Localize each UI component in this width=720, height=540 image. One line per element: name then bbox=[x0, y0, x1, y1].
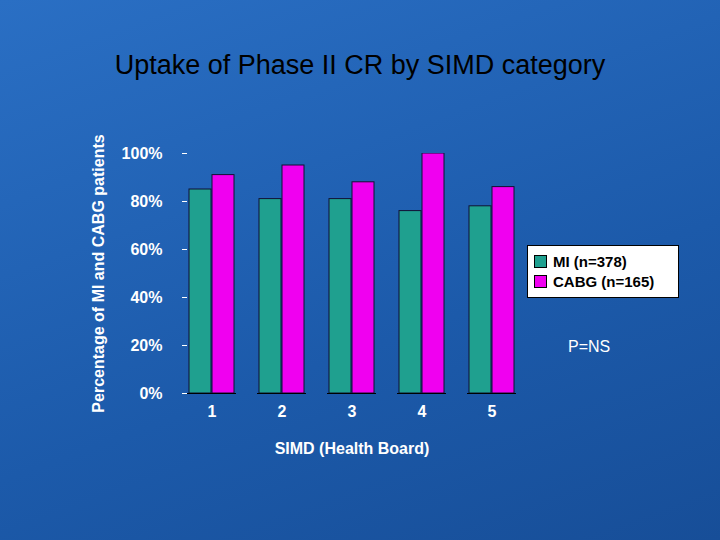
svg-text:80%: 80% bbox=[130, 193, 162, 210]
svg-text:40%: 40% bbox=[130, 289, 162, 306]
svg-text:3: 3 bbox=[348, 403, 357, 420]
svg-text:SIMD (Health Board): SIMD (Health Board) bbox=[275, 440, 430, 457]
svg-text:0%: 0% bbox=[139, 385, 162, 402]
svg-text:2: 2 bbox=[278, 403, 287, 420]
svg-text:100%: 100% bbox=[122, 145, 163, 162]
svg-text:60%: 60% bbox=[130, 241, 162, 258]
svg-text:Percentage of MI and CABG pati: Percentage of MI and CABG patients bbox=[90, 134, 107, 412]
html-text:MI (n=378): MI (n=378) bbox=[553, 253, 627, 270]
svg-text:1: 1 bbox=[208, 403, 217, 420]
svg-text:5: 5 bbox=[488, 403, 497, 420]
html-text:Uptake of Phase II CR by SIMD: Uptake of Phase II CR by SIMD category bbox=[114, 50, 606, 80]
html-text:P=NS: P=NS bbox=[568, 338, 611, 355]
svg-text:20%: 20% bbox=[130, 337, 162, 354]
svg-text:4: 4 bbox=[418, 403, 427, 420]
html-text:CABG (n=165): CABG (n=165) bbox=[553, 273, 655, 290]
